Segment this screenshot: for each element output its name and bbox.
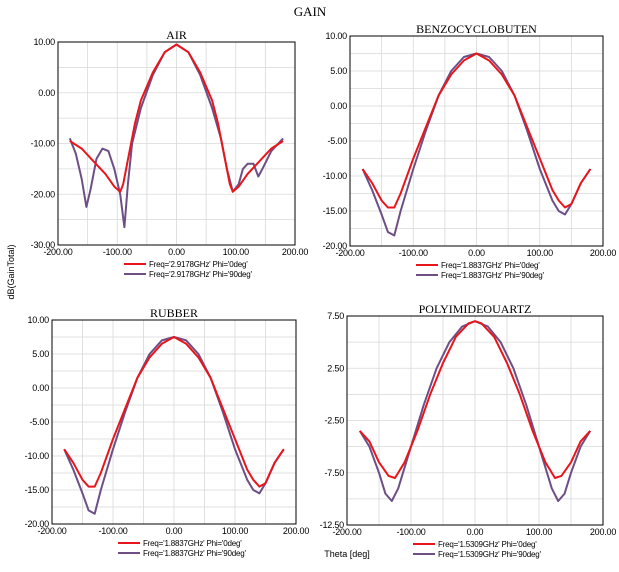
chart-panel: AIR -200.00 -100.00 0.00 100.00 200.00 10.00 0.… <box>31 28 309 279</box>
chart-panel: BENZOCYCLOBUTEN -200.00 -100.00 0.00 100.00 2… <box>323 22 617 280</box>
series-line <box>361 52 592 209</box>
y-tick-label: -10.00 <box>25 451 50 461</box>
chart-title: BENZOCYCLOBUTEN <box>416 22 537 36</box>
plot-frame <box>346 315 604 526</box>
y-tick-label: 7.50 <box>327 311 344 321</box>
x-tick-label: 100.00 <box>223 247 250 257</box>
y-tick-label: -30.00 <box>31 240 56 250</box>
legend-label: Freq='1.8837GHz' Phi='0deg' <box>441 261 540 270</box>
y-tick-label: -10.00 <box>31 139 56 149</box>
legend-label: Freq='1.5309GHz' Phi='90deg' <box>438 550 541 559</box>
legend-label: Freq='1.8837GHz' Phi='0deg' <box>143 539 242 548</box>
legend-label: Freq='2.9178GHz' Phi='0deg' <box>149 260 248 269</box>
series-line <box>69 43 284 193</box>
x-tick-label: 0.00 <box>166 526 183 536</box>
legend-label: Freq='1.5309GHz' Phi='0deg' <box>438 540 537 549</box>
y-tick-label: -12.50 <box>320 520 345 530</box>
y-tick-label: -20.00 <box>25 519 50 529</box>
x-tick-label: -200.00 <box>37 526 66 536</box>
x-tick-label: -100.00 <box>98 526 127 536</box>
y-tick-label: -7.50 <box>324 468 344 478</box>
x-tick-label: 200.00 <box>590 248 617 258</box>
x-tick-label: -200.00 <box>335 248 364 258</box>
x-tick-label: -100.00 <box>103 247 132 257</box>
y-tick-label: 0.00 <box>38 88 55 98</box>
plot-frame <box>349 35 604 247</box>
x-tick-label: 200.00 <box>282 247 309 257</box>
y-tick-label: -15.00 <box>323 206 348 216</box>
y-tick-label: -20.00 <box>323 241 348 251</box>
x-tick-label: 0.00 <box>168 247 185 257</box>
y-tick-label: -5.00 <box>29 417 49 427</box>
legend-label: Freq='1.8837GHz' Phi='90deg' <box>441 271 544 280</box>
chart-title: RUBBER <box>150 306 198 320</box>
x-tick-label: 200.00 <box>283 526 310 536</box>
x-tick-label: -200.00 <box>43 247 72 257</box>
series-line <box>359 320 591 479</box>
y-tick-label: -2.50 <box>324 416 344 426</box>
chart-panel: RUBBER -200.00 -100.00 0.00 100.00 200.00 10.0… <box>25 306 310 558</box>
figure-xlabel: Theta [deg] <box>324 549 370 559</box>
y-tick-label: 2.50 <box>327 363 344 373</box>
x-tick-label: 100.00 <box>526 527 553 537</box>
x-tick-label: -100.00 <box>399 248 428 258</box>
figure-title: GAIN <box>294 4 327 19</box>
y-tick-label: 5.00 <box>330 66 347 76</box>
x-tick-label: 100.00 <box>222 526 249 536</box>
plot-frame <box>57 41 296 246</box>
legend-label: Freq='1.8837GHz' Phi='90deg' <box>143 549 246 558</box>
y-tick-label: 10.00 <box>325 31 347 41</box>
x-tick-label: 0.00 <box>467 527 484 537</box>
chart-title: AIR <box>166 28 187 42</box>
x-tick-label: 100.00 <box>527 248 554 258</box>
legend-label: Freq='2.9178GHz' Phi='90deg' <box>149 270 252 279</box>
chart-title: POLYIMIDEOUARTZ <box>419 302 532 316</box>
y-tick-label: 0.00 <box>330 101 347 111</box>
x-tick-label: 0.00 <box>468 248 485 258</box>
chart-panel: POLYIMIDEOUARTZ -200.00 -100.00 0.00 100.00 2… <box>320 302 617 559</box>
plot-frame <box>51 319 297 525</box>
x-tick-label: 200.00 <box>590 527 617 537</box>
y-tick-label: 10.00 <box>33 37 55 47</box>
y-tick-label: -20.00 <box>31 189 56 199</box>
series-line <box>63 336 285 488</box>
y-tick-label: 5.00 <box>32 349 49 359</box>
y-tick-label: -10.00 <box>323 171 348 181</box>
chart-panels: AIR -200.00 -100.00 0.00 100.00 200.00 10.00 0.… <box>25 22 617 559</box>
x-tick-label: -200.00 <box>332 527 361 537</box>
y-tick-label: -15.00 <box>25 485 50 495</box>
y-tick-label: 0.00 <box>32 383 49 393</box>
y-tick-label: 10.00 <box>27 315 49 325</box>
figure-ylabel: dB(GainTotal) <box>6 244 16 299</box>
x-tick-label: -100.00 <box>396 527 425 537</box>
y-tick-label: -5.00 <box>327 136 347 146</box>
